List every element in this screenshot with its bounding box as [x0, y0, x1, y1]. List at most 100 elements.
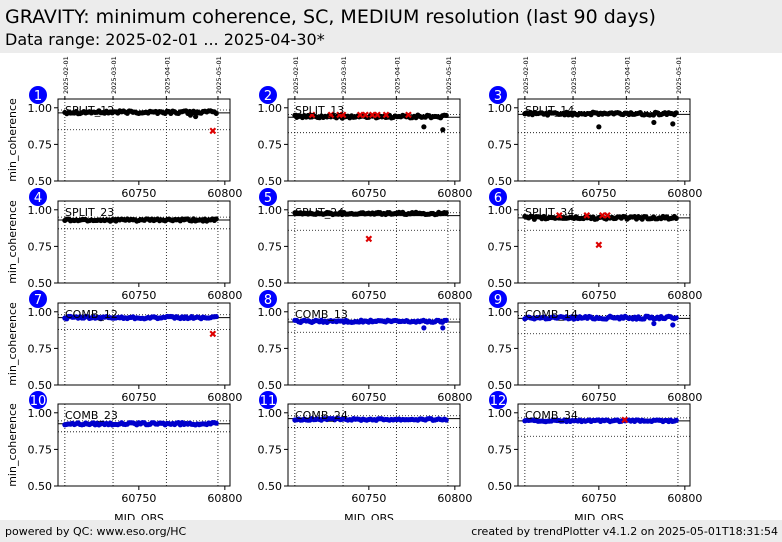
y-tick-label: 0.50 — [488, 175, 513, 188]
outlier-marker: ✖ — [308, 111, 316, 122]
y-tick-label: 1.00 — [258, 407, 283, 420]
panel-number-label: 4 — [34, 191, 42, 206]
panel-number-badge — [29, 188, 47, 206]
x-tick-label: 60750 — [121, 187, 156, 200]
y-tick-label: 0.50 — [258, 277, 283, 290]
y-tick-label: 0.50 — [258, 379, 283, 392]
y-tick-label: 0.50 — [488, 277, 513, 290]
y-tick-label: 0.75 — [488, 138, 513, 151]
y-tick-label: 0.75 — [258, 138, 283, 151]
x-tick-label: 60750 — [121, 391, 156, 404]
panel-number-label: 2 — [264, 89, 272, 104]
x-tick-label: 60750 — [581, 289, 616, 302]
date-tick-label: 2025-03-01 — [570, 56, 578, 94]
data-point — [651, 320, 657, 327]
x-tick-label: 60800 — [437, 492, 472, 505]
panel-number-badge — [29, 391, 47, 409]
panel-number-badge — [259, 391, 277, 409]
x-axis-label: MJD_OBS — [344, 512, 394, 520]
panel-label-split-24: SPLIT_24 — [295, 206, 344, 219]
data-point — [673, 315, 679, 321]
panel-number-badge — [489, 290, 507, 308]
panel-number-label: 11 — [260, 394, 277, 409]
panel-label-comb-12: COMB_12 — [65, 308, 118, 321]
y-axis-label: min_coherence — [6, 98, 19, 182]
plot-frame-comb-13 — [287, 302, 461, 386]
outlier-marker: ✖ — [620, 416, 628, 427]
y-tick-label: 0.50 — [28, 379, 53, 392]
plot-frame-comb-23 — [57, 403, 231, 487]
date-tick-label: 2025-05-01 — [445, 56, 453, 94]
header-bar: GRAVITY: minimum coherence, SC, MEDIUM r… — [0, 0, 782, 53]
y-tick-label: 1.00 — [258, 204, 283, 217]
panel-number-badge — [489, 86, 507, 104]
data-range-subtitle: Data range: 2025-02-01 ... 2025-04-30* — [5, 30, 325, 49]
data-point — [213, 216, 219, 222]
x-tick-label: 60800 — [667, 289, 702, 302]
panel-label-split-14: SPLIT_14 — [525, 104, 574, 117]
x-tick-label: 60800 — [207, 187, 242, 200]
x-tick-label: 60800 — [207, 492, 242, 505]
x-tick-label: 60750 — [121, 492, 156, 505]
y-tick-label: 0.50 — [258, 175, 283, 188]
y-tick-label: 1.00 — [488, 306, 513, 319]
data-point — [213, 420, 219, 426]
y-tick-label: 0.75 — [488, 342, 513, 355]
outlier-marker: ✖ — [603, 211, 611, 222]
panel-number-label: 5 — [264, 191, 272, 206]
y-tick-label: 0.75 — [28, 240, 53, 253]
outlier-marker: ✖ — [327, 111, 335, 122]
y-tick-label: 0.50 — [488, 480, 513, 493]
data-point — [673, 417, 679, 423]
data-point — [187, 112, 194, 118]
outlier-marker: ✖ — [365, 235, 373, 246]
data-point — [670, 322, 676, 328]
panel-label-split-34: SPLIT_34 — [525, 206, 574, 219]
panel-label-split-12: SPLIT_12 — [65, 104, 114, 117]
x-tick-label: 60750 — [351, 187, 386, 200]
y-tick-label: 1.00 — [488, 407, 513, 420]
date-tick-label: 2025-05-01 — [675, 56, 683, 94]
y-tick-label: 1.00 — [28, 306, 53, 319]
date-tick-label: 2025-02-01 — [522, 56, 530, 94]
outlier-marker: ✖ — [368, 111, 376, 122]
x-tick-label: 60800 — [667, 187, 702, 200]
outlier-marker: ✖ — [373, 111, 381, 122]
panel-number-badge — [259, 290, 277, 308]
x-tick-label: 60750 — [351, 492, 386, 505]
y-axis-label: min_coherence — [6, 403, 19, 487]
panel-label-comb-14: COMB_14 — [525, 308, 578, 321]
data-point — [213, 110, 219, 117]
footer-generator: created by trendPlotter v4.1.2 on 2025-0… — [471, 525, 778, 538]
x-tick-label: 60750 — [581, 391, 616, 404]
x-tick-label: 60750 — [121, 289, 156, 302]
y-tick-label: 0.50 — [258, 480, 283, 493]
panel-label-comb-34: COMB_34 — [525, 409, 578, 422]
x-tick-label: 60750 — [581, 187, 616, 200]
y-tick-label: 0.75 — [258, 443, 283, 456]
panel-label-comb-13: COMB_13 — [295, 308, 348, 321]
data-point — [673, 215, 679, 221]
panel-number-badge — [29, 290, 47, 308]
data-point — [596, 124, 602, 130]
y-tick-label: 1.00 — [28, 204, 53, 217]
y-tick-label: 1.00 — [258, 102, 283, 115]
data-point — [421, 325, 427, 331]
y-tick-label: 1.00 — [28, 407, 53, 420]
data-point — [443, 417, 449, 423]
panel-label-split-23: SPLIT_23 — [65, 206, 114, 219]
y-tick-label: 1.00 — [258, 306, 283, 319]
y-tick-label: 0.75 — [28, 342, 53, 355]
date-tick-label: 2025-04-01 — [163, 56, 171, 94]
date-tick-label: 2025-04-01 — [623, 56, 631, 94]
panel-label-split-13: SPLIT_13 — [295, 104, 344, 117]
footer-bar: powered by QC: www.eso.org/HC created by… — [0, 520, 782, 542]
outlier-marker: ✖ — [555, 211, 563, 222]
outlier-marker: ✖ — [583, 211, 591, 222]
y-tick-label: 0.50 — [488, 379, 513, 392]
y-tick-label: 0.75 — [488, 443, 513, 456]
outlier-marker: ✖ — [382, 111, 390, 122]
panel-number-badge — [259, 188, 277, 206]
panel-number-badge — [29, 86, 47, 104]
data-point — [670, 121, 676, 127]
